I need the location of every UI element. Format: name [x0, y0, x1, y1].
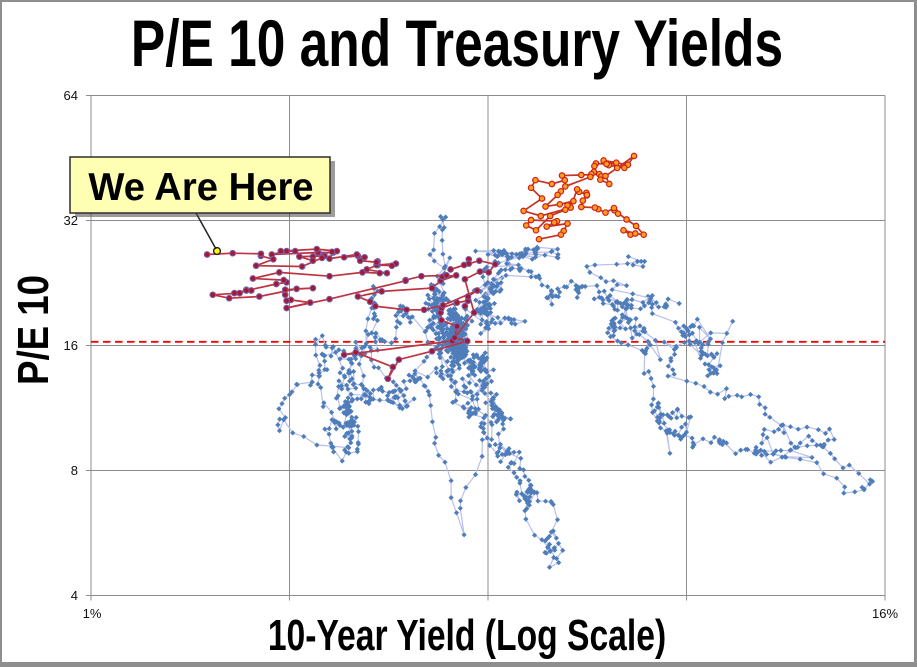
svg-text:16%: 16% — [872, 606, 898, 621]
svg-text:P/E 10: P/E 10 — [8, 275, 58, 385]
svg-text:P/E 10 and Treasury Yields: P/E 10 and Treasury Yields — [131, 6, 783, 81]
svg-text:We Are Here: We Are Here — [88, 166, 313, 209]
svg-text:4: 4 — [71, 588, 78, 603]
svg-text:16: 16 — [64, 338, 78, 353]
svg-text:32: 32 — [64, 213, 78, 228]
svg-text:10-Year Yield (Log Scale): 10-Year Yield (Log Scale) — [268, 612, 666, 660]
svg-text:64: 64 — [64, 88, 78, 103]
svg-text:1%: 1% — [83, 606, 102, 621]
svg-text:8: 8 — [71, 463, 78, 478]
